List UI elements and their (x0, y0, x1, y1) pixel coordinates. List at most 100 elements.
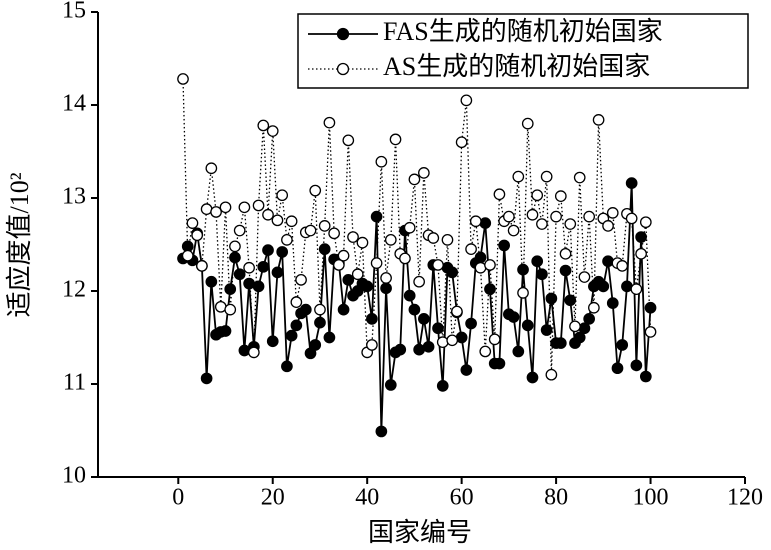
data-point (380, 282, 392, 295)
data-point (224, 303, 237, 316)
data-point (361, 280, 374, 293)
data-point (366, 313, 378, 325)
data-point (394, 343, 407, 356)
data-point (536, 218, 548, 230)
data-point (639, 370, 652, 383)
y-tick-label: 15 (62, 0, 86, 24)
data-point (597, 280, 610, 293)
data-point (271, 214, 284, 227)
x-tick-label: 40 (355, 485, 379, 511)
data-point (484, 283, 496, 295)
data-point (441, 234, 454, 246)
data-point (262, 244, 274, 256)
data-point (257, 260, 270, 273)
y-axis-label: 适应度值/10² (5, 172, 34, 317)
data-point (540, 324, 553, 336)
data-point (191, 229, 204, 242)
data-point (200, 203, 213, 216)
data-point (573, 171, 586, 184)
data-point (281, 360, 293, 373)
data-point (342, 273, 355, 286)
x-axis-label: 国家编号 (368, 518, 472, 547)
data-point (611, 362, 624, 375)
data-point (644, 301, 657, 314)
data-point (304, 224, 317, 237)
data-point (507, 224, 520, 237)
data-point (432, 322, 444, 335)
data-point (521, 117, 534, 130)
data-point (181, 249, 194, 262)
data-point (285, 215, 298, 228)
legend-marker (336, 62, 350, 76)
data-point (318, 243, 331, 255)
data-point (503, 210, 515, 223)
data-point (224, 283, 237, 295)
data-point (257, 119, 270, 132)
data-point (635, 247, 647, 260)
data-point (436, 336, 449, 348)
data-point (554, 190, 567, 202)
data-point (630, 283, 643, 295)
data-point (621, 280, 633, 293)
data-point (493, 357, 506, 370)
data-point (177, 73, 189, 85)
data-point (328, 227, 340, 240)
data-point (333, 259, 345, 271)
x-tick-label: 20 (261, 485, 285, 511)
data-point (559, 264, 572, 277)
data-point (295, 273, 307, 286)
data-point (413, 275, 425, 288)
data-point (384, 234, 397, 246)
data-point (351, 268, 364, 281)
data-point (210, 206, 222, 218)
data-point (403, 289, 416, 302)
data-point (323, 331, 336, 344)
data-point (214, 300, 227, 313)
data-point (578, 271, 591, 283)
data-point (422, 340, 435, 353)
data-point (389, 133, 402, 146)
data-point (323, 116, 336, 129)
data-point (229, 251, 241, 264)
data-point (427, 232, 440, 244)
data-point (403, 221, 416, 234)
data-point (299, 303, 312, 316)
data-point (337, 303, 350, 316)
data-point (526, 208, 539, 221)
data-point (583, 313, 596, 325)
data-point (318, 220, 331, 232)
data-point (238, 201, 251, 214)
data-point (418, 313, 430, 325)
x-tick-label: 80 (544, 485, 568, 511)
data-point (554, 337, 567, 349)
data-point (446, 334, 459, 347)
data-point (559, 247, 572, 260)
data-point (347, 231, 359, 243)
data-point (186, 217, 199, 229)
data-point (243, 261, 255, 274)
data-point (644, 326, 657, 338)
data-point (531, 255, 544, 268)
data-point (266, 335, 279, 348)
data-point (366, 339, 378, 351)
x-tick-label: 0 (172, 485, 184, 511)
x-tick-label: 60 (450, 485, 474, 511)
data-point (564, 294, 577, 307)
data-point (205, 162, 218, 175)
data-point (276, 246, 289, 258)
data-point (592, 114, 605, 126)
data-point (455, 136, 468, 149)
data-point (418, 167, 430, 179)
data-point (342, 134, 355, 147)
data-point (309, 184, 322, 197)
data-point (602, 255, 614, 268)
data-point (219, 325, 232, 337)
data-point (455, 331, 468, 344)
data-point (413, 343, 425, 356)
x-tick-label: 120 (727, 485, 763, 511)
legend-box (297, 13, 749, 89)
data-point (465, 243, 477, 255)
data-point (408, 303, 421, 316)
series-line (182, 78, 652, 375)
